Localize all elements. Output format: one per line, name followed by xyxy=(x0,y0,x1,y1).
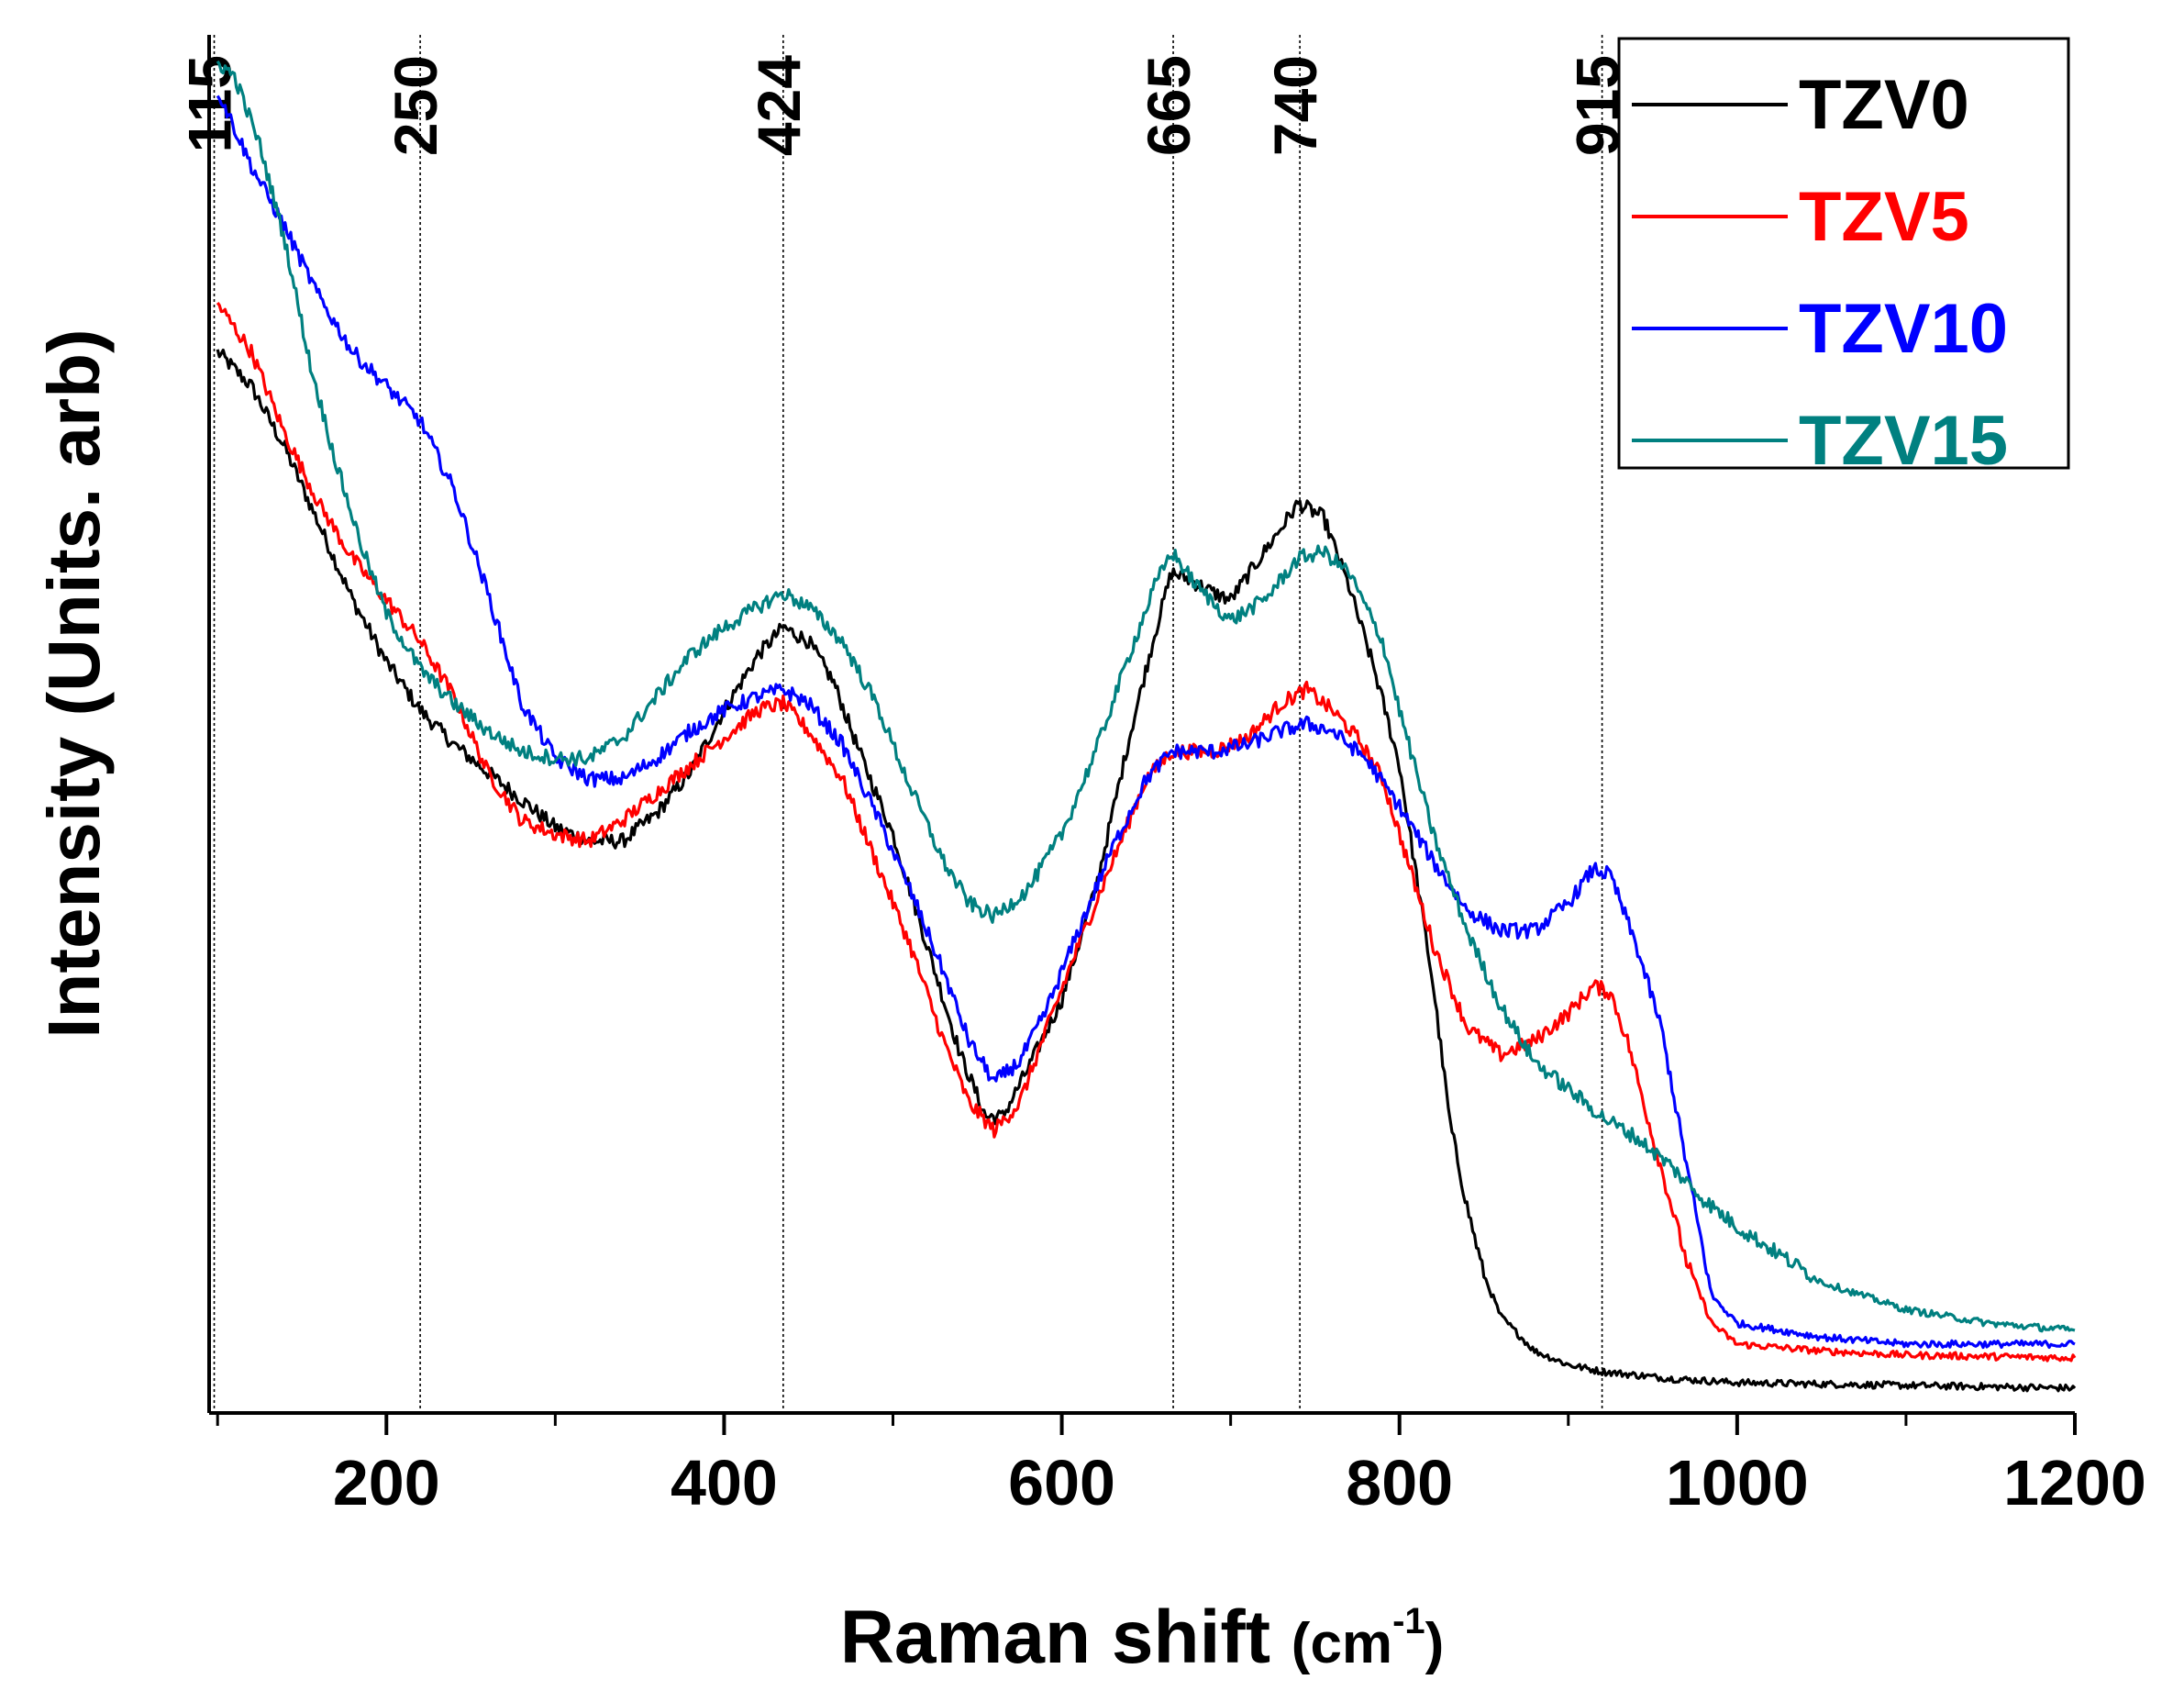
series-line-tzv15 xyxy=(216,60,2076,1333)
x-axis-label-unit-sup: -1 xyxy=(1392,1601,1425,1641)
x-axis-label-unit: (cm xyxy=(1292,1612,1392,1675)
reference-label-424: 424 xyxy=(745,55,813,156)
reference-lines-layer: 115 250 424 665 740 915 xyxy=(176,35,1632,1413)
legend-label-tzv0: TZV0 xyxy=(1799,66,1969,144)
series-line-tzv10 xyxy=(216,95,2076,1350)
reference-label-740: 740 xyxy=(1261,55,1329,156)
reference-label-665: 665 xyxy=(1135,55,1203,156)
legend-box xyxy=(1617,37,2070,470)
axes-layer: 200 400 600 800 1000 1200 Raman shift (cm-1) In… xyxy=(33,35,2146,1679)
legend: TZV0 TZV5 TZV10 TZV15 xyxy=(1617,37,2070,480)
x-tick-label-400: 400 xyxy=(671,1447,778,1518)
y-axis-label: Intensity (Units. arb) xyxy=(33,328,115,1038)
x-axis-label-unit-close: ) xyxy=(1425,1612,1445,1675)
x-tick-label-800: 800 xyxy=(1346,1447,1453,1518)
x-axis-label: Raman shift (cm-1) xyxy=(840,1596,1445,1679)
x-tick-label-200: 200 xyxy=(333,1447,440,1518)
legend-label-tzv5: TZV5 xyxy=(1799,178,1969,256)
reference-label-250: 250 xyxy=(382,55,449,156)
legend-label-tzv15: TZV15 xyxy=(1799,402,2008,480)
legend-label-tzv10: TZV10 xyxy=(1799,290,2008,368)
x-tick-label-1200: 1200 xyxy=(2003,1447,2146,1518)
x-axis-label-main: Raman shift xyxy=(840,1596,1292,1679)
series-line-tzv0 xyxy=(216,348,2077,1393)
x-tick-label-1000: 1000 xyxy=(1666,1447,1809,1518)
series-layer xyxy=(216,60,2077,1393)
x-tick-label-600: 600 xyxy=(1008,1447,1115,1518)
